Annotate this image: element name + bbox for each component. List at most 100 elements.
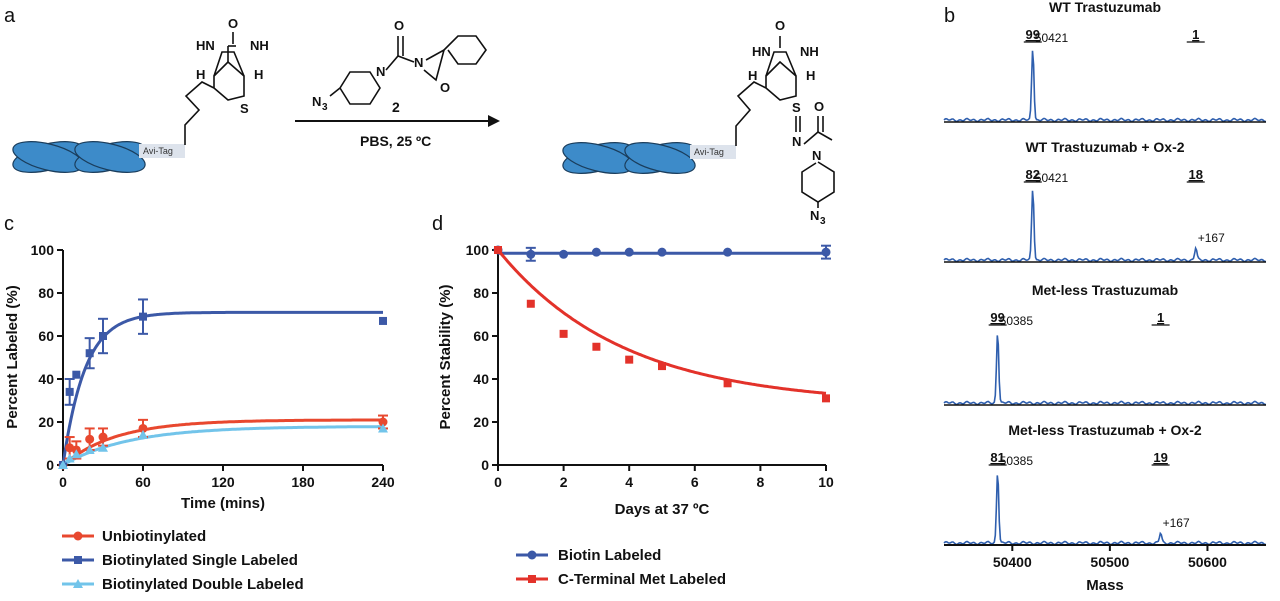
chart-c-x-label: Time (mins) <box>181 495 265 512</box>
data-point <box>71 449 82 459</box>
biotin-structure-left: O HN NH H H S <box>184 16 269 145</box>
spectrum-0: WT Trastuzumab 99 1 50421 <box>943 0 1267 123</box>
data-point <box>658 362 666 371</box>
atom-N3-sub-right: 3 <box>820 216 826 227</box>
data-point <box>65 387 74 396</box>
y-tick-label: 60 <box>38 328 54 344</box>
chart-d-y-label: Percent Stability (%) <box>437 284 454 429</box>
atom-H2-left: H <box>254 67 263 82</box>
x-tick-label: 8 <box>757 474 765 490</box>
spectrum-trace <box>943 475 1267 546</box>
avi-tag-label-right: Avi-Tag <box>694 147 724 157</box>
legend-label: Biotin Labeled <box>558 547 661 564</box>
atom-HN-right: HN <box>752 44 771 59</box>
y-tick-label: 0 <box>481 457 489 473</box>
legend-marker <box>527 550 537 560</box>
labeling-kinetics-chart: 0 20 40 60 80 100 0 60 120 180 240 Percent Labele… <box>4 242 395 593</box>
fit-curve-2 <box>62 425 383 467</box>
atom-N3-right: N <box>810 208 819 223</box>
y-tick-label: 20 <box>38 414 54 430</box>
peak-label: 50385 <box>1000 454 1034 468</box>
data-point <box>98 442 108 452</box>
data-point <box>559 329 568 338</box>
legend-marker <box>73 579 83 588</box>
x-tick-label: 120 <box>211 474 235 490</box>
y-tick-label: 100 <box>31 242 55 258</box>
data-point <box>64 453 75 463</box>
x-tick-label: 4 <box>625 474 633 490</box>
data-point <box>494 246 502 254</box>
atom-H2-right: H <box>806 68 815 83</box>
x-tick-label: 50400 <box>993 554 1032 570</box>
legend-entry: C-Terminal Met Labeled <box>516 571 726 588</box>
spectrum-2: Met-less Trastuzumab 99 1 50385 <box>943 282 1267 406</box>
data-point <box>139 312 147 321</box>
atom-O-right: O <box>775 18 785 33</box>
y-tick-label: 80 <box>38 285 54 301</box>
peak-percentage: 1 <box>1192 27 1199 42</box>
avi-tag-box-right <box>690 145 736 159</box>
atom-N3-sub-reagent: 3 <box>322 102 328 113</box>
data-point <box>624 247 634 257</box>
legend-entry: Biotinylated Double Labeled <box>62 576 304 593</box>
data-point <box>723 247 733 257</box>
y-tick-label: 40 <box>473 371 489 387</box>
panel-letter-a: a <box>4 5 16 27</box>
data-point <box>72 370 81 379</box>
data-point <box>378 417 388 427</box>
legend-entry: Biotin Labeled <box>516 547 661 564</box>
data-point <box>625 355 634 364</box>
reagent-2: N 3 N O N O 2 <box>312 18 487 115</box>
atom-N2-right: N <box>812 148 821 163</box>
x-tick-label: 6 <box>691 474 699 490</box>
peak-percentage: 82 <box>1026 167 1040 182</box>
atom-H1-left: H <box>196 67 205 82</box>
peak-label: +167 <box>1163 516 1190 530</box>
atom-O-left: O <box>228 16 238 31</box>
y-tick-label: 20 <box>473 414 489 430</box>
peak-percentage: 1 <box>1157 310 1164 325</box>
data-point <box>821 247 831 257</box>
peak-label: 50421 <box>1035 171 1069 185</box>
legend-label: Biotinylated Single Labeled <box>102 552 298 569</box>
data-point <box>591 247 601 257</box>
spectra-x-label: Mass <box>1086 577 1124 594</box>
x-tick-label: 10 <box>818 474 834 490</box>
atom-N3-reagent: N <box>312 94 321 109</box>
peak-percentage: 19 <box>1153 450 1167 465</box>
fit-curve-1 <box>496 249 827 395</box>
data-point <box>526 299 535 308</box>
data-point <box>85 349 94 358</box>
data-point <box>378 423 388 433</box>
protein-right: Avi-Tag <box>562 142 736 174</box>
chart-d-x-label: Days at 37 ºC <box>615 501 710 518</box>
atom-NH-left: NH <box>250 38 269 53</box>
stability-chart: 0 20 40 60 80 100 0 2 4 6 8 10 Percent Stability (… <box>437 242 834 588</box>
peak-label: 50385 <box>1000 314 1034 328</box>
spectrum-title: Met-less Trastuzumab + Ox-2 <box>1008 422 1202 438</box>
legend-label: Unbiotinylated <box>102 528 206 545</box>
protein-left: Avi-Tag <box>12 141 185 173</box>
legend-marker <box>73 531 83 541</box>
reaction-scheme: Avi-Tag O HN NH H H S N 3 N O <box>12 16 835 227</box>
x-tick-label: 50500 <box>1090 554 1129 570</box>
fit-curve-1 <box>61 310 383 466</box>
atom-O1-reagent: O <box>394 18 404 33</box>
data-point <box>657 247 667 257</box>
reaction-arrowhead <box>488 115 500 127</box>
peak-percentage: 99 <box>1026 27 1040 42</box>
spectrum-title: WT Trastuzumab + Ox-2 <box>1025 139 1184 155</box>
panel-letter-b: b <box>944 5 955 27</box>
data-point <box>379 316 387 325</box>
data-point <box>58 460 68 469</box>
peak-percentage: 99 <box>990 310 1004 325</box>
legend-label: C-Terminal Met Labeled <box>558 571 726 588</box>
x-tick-label: 240 <box>371 474 395 490</box>
atom-H1-right: H <box>748 68 757 83</box>
atom-N1-reagent: N <box>376 64 385 79</box>
reaction-conditions: PBS, 25 ºC <box>360 133 431 149</box>
panel-letter-c: c <box>4 213 14 235</box>
x-tick-label: 0 <box>59 474 67 490</box>
